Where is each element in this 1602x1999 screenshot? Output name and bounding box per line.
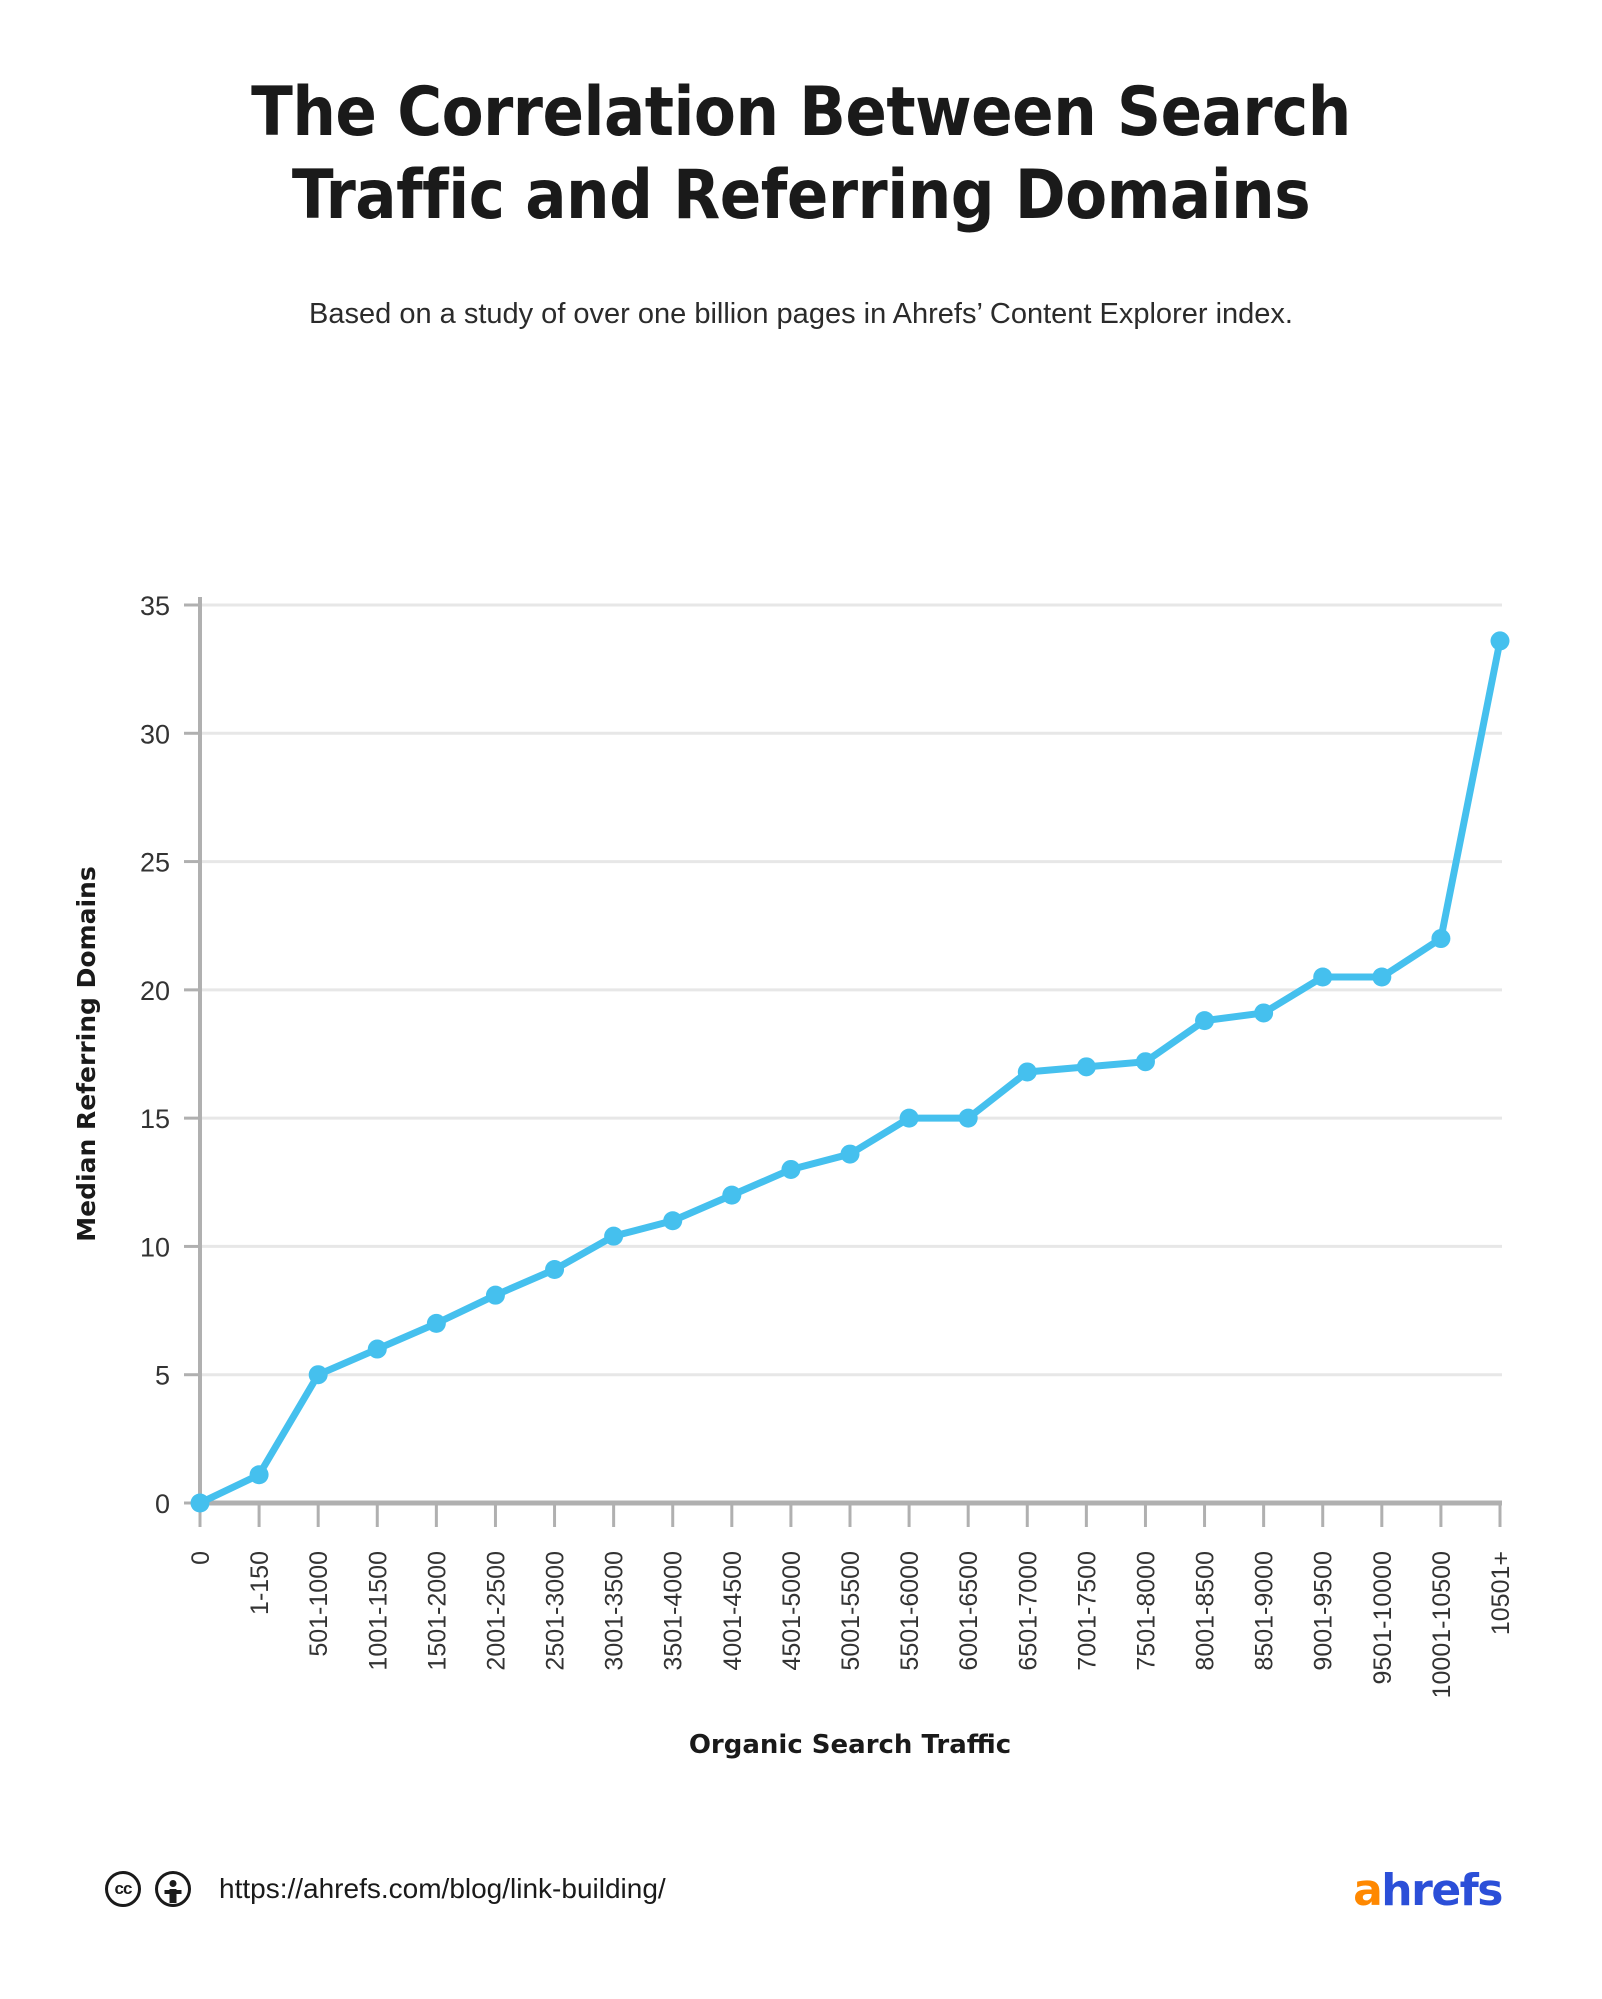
data-point-markers: [190, 631, 1510, 1513]
source-url[interactable]: https://ahrefs.com/blog/link-building/: [219, 1873, 666, 1904]
data-point: [426, 1313, 446, 1333]
y-tick-label: 35: [140, 591, 170, 621]
y-tick-label: 25: [140, 848, 170, 878]
data-point: [899, 1108, 919, 1128]
data-point: [604, 1226, 624, 1246]
x-tick-label: 4001-4500: [719, 1551, 747, 1671]
data-point: [190, 1493, 210, 1513]
x-tick-label: 10501+: [1487, 1551, 1515, 1635]
x-tick-label: 7001-7500: [1073, 1551, 1101, 1671]
y-tick-label: 30: [140, 719, 170, 749]
line-chart: 0 5 10 15 20 25 30 35 0 1-150 501-1000 1001-1500 15…: [72, 591, 1515, 1760]
y-tick-label: 10: [140, 1232, 170, 1262]
header: The Correlation Between Search Traffic a…: [0, 0, 1602, 334]
x-tick-label: 0: [187, 1551, 215, 1565]
x-tick-label: 8001-8500: [1192, 1551, 1220, 1671]
x-tick-label: 3501-4000: [660, 1551, 688, 1671]
x-tick-label: 5501-6000: [896, 1551, 924, 1671]
data-point: [1431, 929, 1451, 949]
data-point: [1254, 1003, 1274, 1023]
data-point: [1490, 631, 1510, 651]
data-point: [781, 1159, 801, 1179]
y-tick-label: 0: [155, 1489, 170, 1519]
data-point: [249, 1465, 269, 1485]
page-title: The Correlation Between Search Traffic a…: [251, 73, 1351, 235]
data-point: [1017, 1062, 1037, 1082]
data-point: [367, 1339, 387, 1359]
y-tick-label: 15: [140, 1104, 170, 1134]
x-tick-label: 3001-3500: [601, 1551, 629, 1671]
person-body-shape: [169, 1889, 177, 1903]
data-point: [840, 1144, 860, 1164]
y-axis-label: Median Referring Domains: [72, 866, 101, 1241]
data-point: [958, 1108, 978, 1128]
data-point: [1135, 1052, 1155, 1072]
x-tick-label: 6501-7000: [1014, 1551, 1042, 1671]
data-point: [1313, 967, 1333, 987]
data-point: [485, 1285, 505, 1305]
x-tick-label: 10001-10500: [1428, 1551, 1456, 1698]
page-subtitle: Based on a study of over one billion pag…: [309, 297, 1293, 330]
x-tick-label: 1-150: [246, 1551, 274, 1615]
x-axis-ticks: 0 1-150 501-1000 1001-1500 1501-2000 2001-250…: [187, 1503, 1515, 1698]
data-point: [1372, 967, 1392, 987]
cc-by-attribution-icon: [155, 1871, 191, 1907]
x-tick-label: 9001-9500: [1310, 1551, 1338, 1671]
data-point: [722, 1185, 742, 1205]
x-tick-label: 6001-6500: [955, 1551, 983, 1671]
logo-letter-a: a: [1353, 1865, 1383, 1916]
x-tick-label: 5001-5500: [837, 1551, 865, 1671]
x-tick-label: 2501-3000: [542, 1551, 570, 1671]
x-tick-label: 1501-2000: [423, 1551, 451, 1671]
license-and-source: cc https://ahrefs.com/blog/link-building…: [105, 1871, 666, 1907]
axis-lines: [196, 597, 1502, 1507]
x-tick-label: 1001-1500: [364, 1551, 392, 1671]
x-tick-label: 4501-5000: [778, 1551, 806, 1671]
ahrefs-logo[interactable]: ahrefs: [1353, 1865, 1503, 1916]
x-tick-label: 8501-9000: [1251, 1551, 1279, 1671]
data-point: [308, 1365, 328, 1385]
person-head-shape: [169, 1880, 177, 1887]
x-tick-label: 7501-8000: [1132, 1551, 1160, 1671]
y-tick-label: 20: [140, 976, 170, 1006]
x-tick-label: 501-1000: [305, 1551, 333, 1657]
x-tick-label: 2001-2500: [482, 1551, 510, 1671]
data-point: [545, 1260, 565, 1280]
x-tick-label: 9501-10000: [1369, 1551, 1397, 1684]
y-tick-label: 5: [155, 1361, 170, 1391]
y-axis-ticks: 0 5 10 15 20 25 30 35: [140, 591, 200, 1519]
creative-commons-icon: cc: [105, 1871, 141, 1907]
data-point: [1195, 1011, 1215, 1031]
logo-text-hrefs: hrefs: [1381, 1865, 1503, 1916]
data-point: [1076, 1057, 1096, 1077]
data-point: [663, 1211, 683, 1231]
footer: cc https://ahrefs.com/blog/link-building…: [0, 1829, 1602, 1999]
grid-lines: [200, 603, 1502, 1377]
chart-container: 0 5 10 15 20 25 30 35 0 1-150 501-1000 1001-1500 15…: [0, 560, 1602, 1830]
x-axis-label: Organic Search Traffic: [689, 1730, 1011, 1760]
